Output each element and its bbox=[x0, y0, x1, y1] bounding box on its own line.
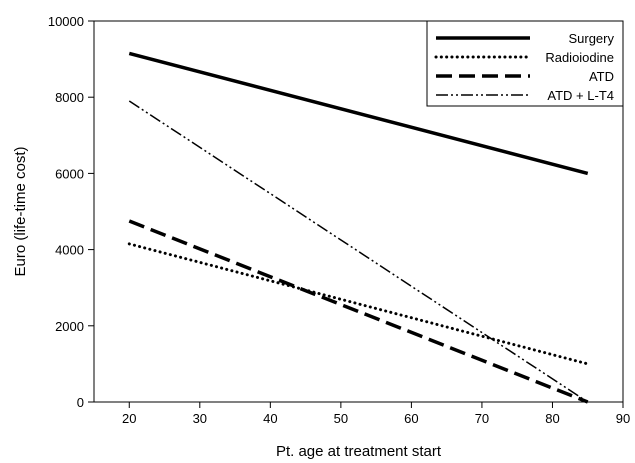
x-tick-label: 70 bbox=[475, 411, 489, 426]
legend-label-4: ATD + L-T4 bbox=[547, 88, 614, 103]
y-tick-label: 8000 bbox=[55, 90, 84, 105]
x-tick-label: 40 bbox=[263, 411, 277, 426]
legend: Surgery Radioiodine ATD ATD + L-T4 bbox=[426, 20, 624, 107]
x-tick-label: 30 bbox=[193, 411, 207, 426]
legend-label-3: ATD bbox=[589, 69, 614, 84]
x-axis-title: Pt. age at treatment start bbox=[276, 443, 442, 460]
series-line-4 bbox=[128, 100, 589, 403]
y-tick-label: 6000 bbox=[55, 166, 84, 181]
y-tick-label: 10000 bbox=[48, 14, 84, 29]
axes-group: 20 30 40 50 60 70 80 90 0 2000 4000 6000 8000 10000 bbox=[48, 14, 630, 426]
legend-label-2: Radioiodine bbox=[545, 50, 614, 65]
x-tick-label: 90 bbox=[616, 411, 630, 426]
series-line-3 bbox=[128, 219, 589, 404]
series-group bbox=[127, 51, 590, 404]
x-tick-label: 80 bbox=[545, 411, 559, 426]
y-tick-label: 0 bbox=[77, 395, 84, 410]
legend-label-1: Surgery bbox=[568, 31, 614, 46]
series-line-2 bbox=[127, 242, 590, 366]
y-tick-label: 2000 bbox=[55, 319, 84, 334]
series-line-1 bbox=[128, 51, 589, 176]
y-tick-label: 4000 bbox=[55, 243, 84, 258]
plot-frame bbox=[93, 20, 624, 403]
x-tick-label: 60 bbox=[404, 411, 418, 426]
x-tick-label: 20 bbox=[122, 411, 136, 426]
y-axis-title: Euro (life-time cost) bbox=[12, 146, 29, 276]
x-tick-label: 50 bbox=[334, 411, 348, 426]
legend-box bbox=[426, 20, 624, 107]
